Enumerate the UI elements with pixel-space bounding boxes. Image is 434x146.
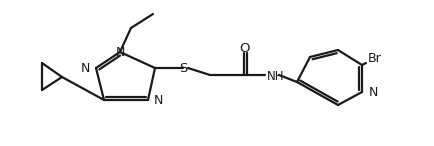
Text: S: S bbox=[179, 61, 187, 74]
Text: NH: NH bbox=[267, 69, 285, 82]
Text: Br: Br bbox=[368, 52, 382, 65]
Text: N: N bbox=[369, 86, 378, 99]
Text: N: N bbox=[115, 46, 125, 59]
Text: O: O bbox=[240, 41, 250, 54]
Text: N: N bbox=[81, 61, 90, 74]
Text: N: N bbox=[154, 94, 163, 107]
